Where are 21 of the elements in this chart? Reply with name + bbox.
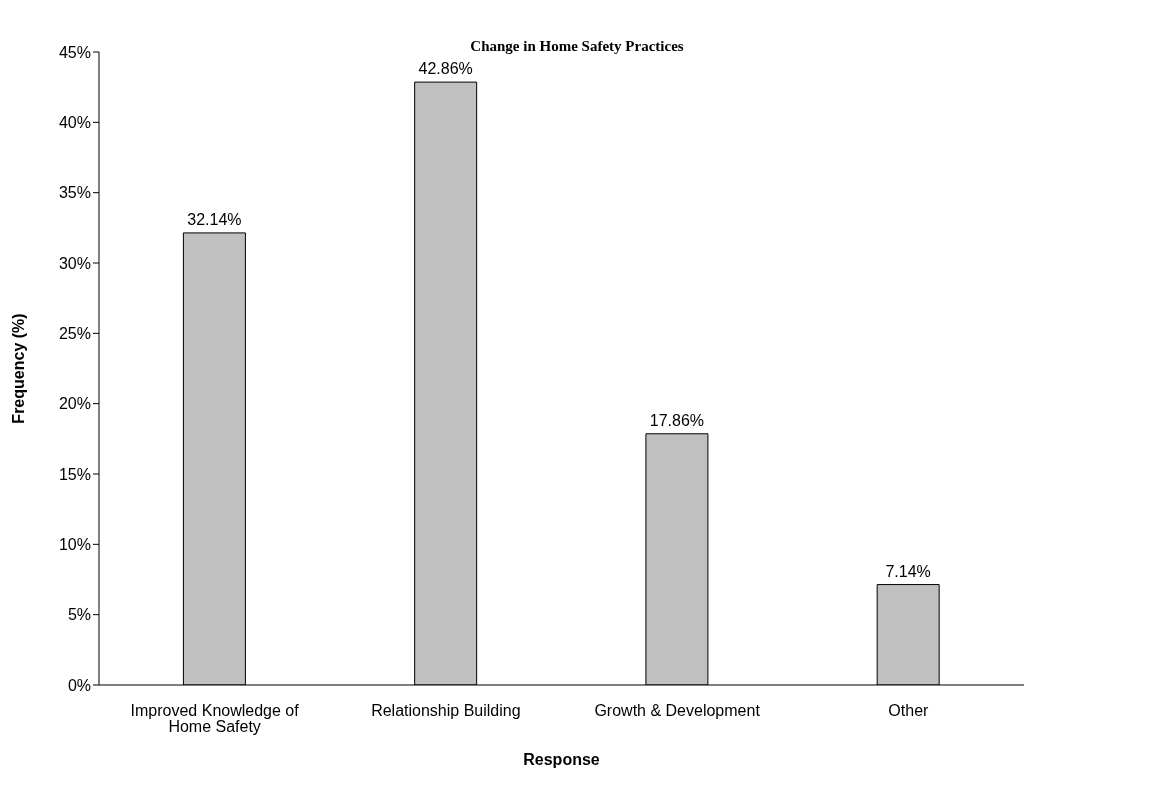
y-axis-title: Frequency (%): [9, 313, 27, 424]
y-tick-label: 20%: [58, 395, 91, 413]
data-label: 32.14%: [187, 210, 242, 228]
data-label: 42.86%: [418, 60, 473, 78]
y-tick-label: 35%: [58, 184, 91, 202]
y-tick-label: 40%: [58, 114, 91, 132]
data-label: 17.86%: [649, 411, 705, 429]
x-tick-label: Other: [888, 702, 930, 720]
x-axis-title: Response: [523, 751, 600, 768]
y-tick-label: 15%: [58, 465, 91, 483]
y-tick-label: 0%: [67, 676, 91, 694]
y-tick-label: 5%: [67, 606, 91, 624]
y-tick-label: 30%: [58, 254, 91, 272]
data-label: 7.14%: [885, 562, 931, 580]
x-tick-label: Relationship Building: [371, 702, 521, 720]
y-tick-label: 10%: [58, 536, 91, 554]
y-tick-label: 45%: [58, 43, 91, 61]
chart-title: Change in Home Safety Practices: [470, 38, 684, 54]
x-tick-label: Improved Knowledge of Home Safety: [130, 702, 300, 736]
y-tick-label: 25%: [58, 325, 91, 343]
x-tick-label: Growth & Development: [594, 702, 761, 720]
